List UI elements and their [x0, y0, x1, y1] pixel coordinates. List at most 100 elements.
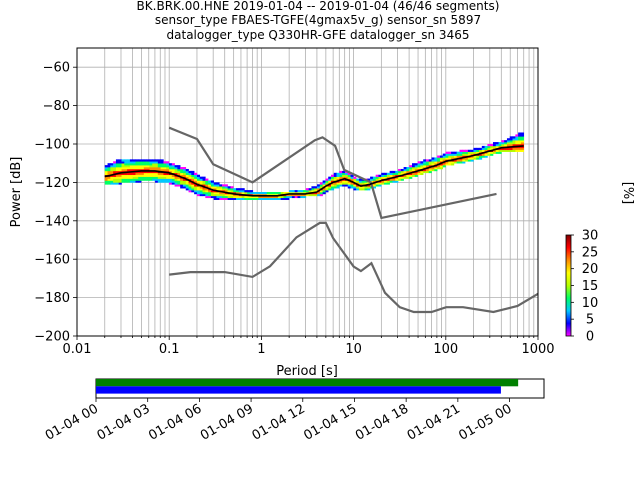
pdf-cell [177, 182, 181, 185]
pdf-cell [174, 178, 178, 181]
pdf-cell [227, 197, 231, 200]
pdf-cell [208, 192, 212, 195]
pdf-cell [431, 163, 435, 166]
pdf-cell [194, 174, 198, 177]
pdf-cell [300, 195, 304, 199]
pdf-cell [515, 134, 519, 137]
pdf-cell [152, 178, 156, 181]
pdf-cell [202, 188, 206, 191]
pdf-cell [476, 157, 480, 160]
pdf-cell [146, 163, 150, 166]
pdf-cell [448, 157, 452, 160]
pdf-cell [216, 186, 220, 189]
pdf-cell [291, 193, 295, 197]
pdf-cell [400, 172, 404, 176]
pdf-cell [428, 170, 432, 174]
pdf-cell [367, 184, 371, 187]
pdf-cell [222, 193, 226, 197]
pdf-cell [199, 182, 203, 185]
pdf-cell [224, 184, 228, 187]
pdf-cell [210, 184, 214, 187]
pdf-cell [481, 153, 485, 156]
pdf-cell [182, 180, 187, 183]
pdf-cell [445, 151, 449, 154]
pdf-cell [361, 186, 365, 189]
pdf-cell [191, 174, 195, 177]
pdf-cell [202, 182, 206, 185]
pdf-cell [342, 174, 346, 177]
pdf-cell [434, 168, 438, 172]
pdf-cell [224, 186, 228, 189]
pdf-cell [160, 161, 164, 164]
pdf-cell [124, 180, 128, 183]
x-tick-label: 0.1 [159, 342, 180, 357]
pdf-cell [411, 165, 416, 168]
pdf-cell [213, 188, 217, 191]
pdf-cell [132, 161, 136, 164]
pdf-cell [205, 184, 209, 187]
pdf-cell [115, 182, 120, 185]
pdf-cell [425, 168, 430, 172]
pdf-cell [152, 159, 156, 162]
pdf-cell [191, 170, 195, 174]
pdf-cell [127, 161, 131, 164]
pdf-cell [182, 178, 187, 181]
pdf-cell [118, 172, 122, 176]
pdf-cell [420, 167, 424, 170]
pdf-cell [459, 155, 463, 158]
pdf-cell [177, 167, 181, 170]
pdf-cell [171, 176, 175, 179]
pdf-cell [392, 174, 396, 177]
pdf-cell [398, 178, 402, 181]
pdf-cell [406, 170, 410, 174]
pdf-cell [157, 178, 161, 181]
pdf-cell [291, 190, 295, 193]
pdf-cell [381, 176, 385, 179]
pdf-cell [194, 180, 198, 183]
pdf-cell [347, 180, 351, 183]
colorbar-gradient [565, 234, 572, 337]
pdf-cell [127, 168, 131, 172]
pdf-cell [353, 180, 357, 183]
pdf-cell [406, 174, 410, 177]
pdf-cell [247, 190, 251, 193]
pdf-cell [470, 155, 474, 158]
pdf-cell [185, 172, 189, 176]
pdf-cell [451, 155, 455, 158]
pdf-cell [428, 159, 432, 162]
pdf-cell [479, 153, 483, 156]
pdf-cell [205, 192, 209, 195]
x-axis: 0.01 0.1 1 10 100 1000 [63, 336, 555, 357]
pdf-cell [244, 195, 248, 199]
pdf-cell [155, 180, 159, 183]
pdf-cell [518, 144, 522, 147]
pdf-cell [512, 147, 516, 151]
pdf-cell [353, 176, 357, 179]
pdf-cell [155, 174, 159, 177]
pdf-cell [177, 180, 181, 183]
pdf-cell [152, 163, 156, 166]
pdf-cell [403, 174, 407, 177]
pdf-cell [135, 163, 139, 166]
pdf-cell [135, 159, 139, 162]
pdf-cell [501, 147, 505, 151]
pdf-cell [456, 155, 460, 158]
high-noise-model-line [168, 126, 497, 220]
pdf-cell [347, 182, 351, 185]
pdf-cell [194, 172, 198, 176]
pdf-cell [118, 178, 122, 181]
pdf-cell [166, 163, 170, 166]
pdf-cell [504, 140, 508, 143]
pdf-cell [378, 178, 382, 181]
pdf-cell [113, 180, 117, 183]
pdf-cell [311, 186, 315, 189]
pdf-cell [118, 165, 122, 168]
pdf-cell [121, 167, 125, 170]
pdf-cell [520, 136, 525, 139]
y-axis-label: Power [dB] [9, 157, 24, 228]
pdf-cell [409, 167, 413, 170]
pdf-cell [448, 161, 452, 164]
pdf-cell [467, 151, 471, 154]
pdf-cell [107, 165, 111, 168]
pdf-cell [180, 174, 184, 177]
